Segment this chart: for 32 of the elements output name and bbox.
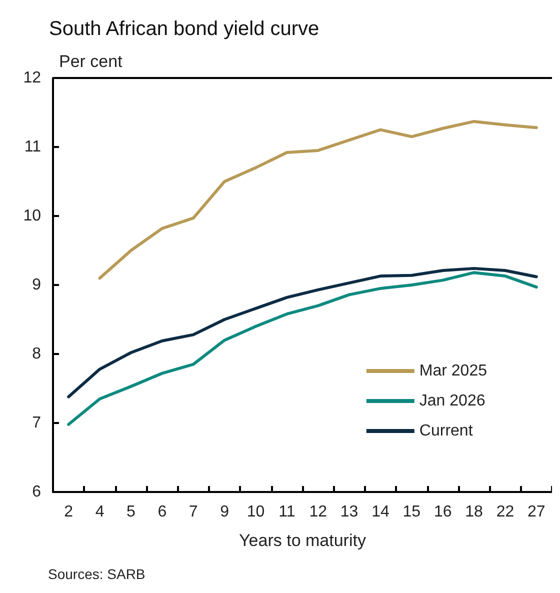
y-axis-title: Per cent [59, 52, 123, 71]
x-axis-title: Years to maturity [239, 531, 366, 550]
x-tick-label: 13 [340, 504, 358, 520]
x-tick-label: 10 [246, 504, 265, 520]
y-tick-label: 8 [32, 346, 42, 362]
x-tick-label: 7 [188, 504, 198, 520]
x-tick-label: 12 [309, 504, 328, 520]
legend-label: Mar 2025 [419, 362, 488, 380]
x-tick-label: 9 [220, 504, 230, 520]
x-tick-label: 16 [434, 504, 452, 520]
x-tick-label: 5 [126, 504, 136, 520]
y-tick-label: 9 [32, 276, 42, 294]
x-tick-label: 18 [465, 504, 484, 520]
line-series [67, 271, 538, 426]
x-tick-label: 2 [64, 504, 74, 520]
line-series [98, 120, 538, 280]
legend-label: Jan 2026 [419, 392, 486, 410]
x-tick-label: 11 [278, 504, 296, 520]
x-tick-label: 14 [372, 504, 390, 520]
y-tick-label: 11 [24, 138, 42, 156]
y-tick-label: 7 [32, 414, 42, 432]
x-tick-label: 27 [528, 504, 546, 520]
x-tick-label: 6 [158, 504, 167, 520]
x-tick-label: 22 [496, 504, 514, 520]
source-note: Sources: SARB [48, 566, 146, 582]
chart-title: South African bond yield curve [49, 18, 320, 40]
x-tick-label: 4 [95, 504, 104, 520]
legend-label: Current [419, 422, 474, 440]
y-tick-label: 10 [23, 208, 42, 224]
y-tick-label: 6 [32, 484, 42, 500]
x-tick-label: 15 [402, 504, 421, 520]
y-tick-label: 12 [23, 70, 42, 86]
